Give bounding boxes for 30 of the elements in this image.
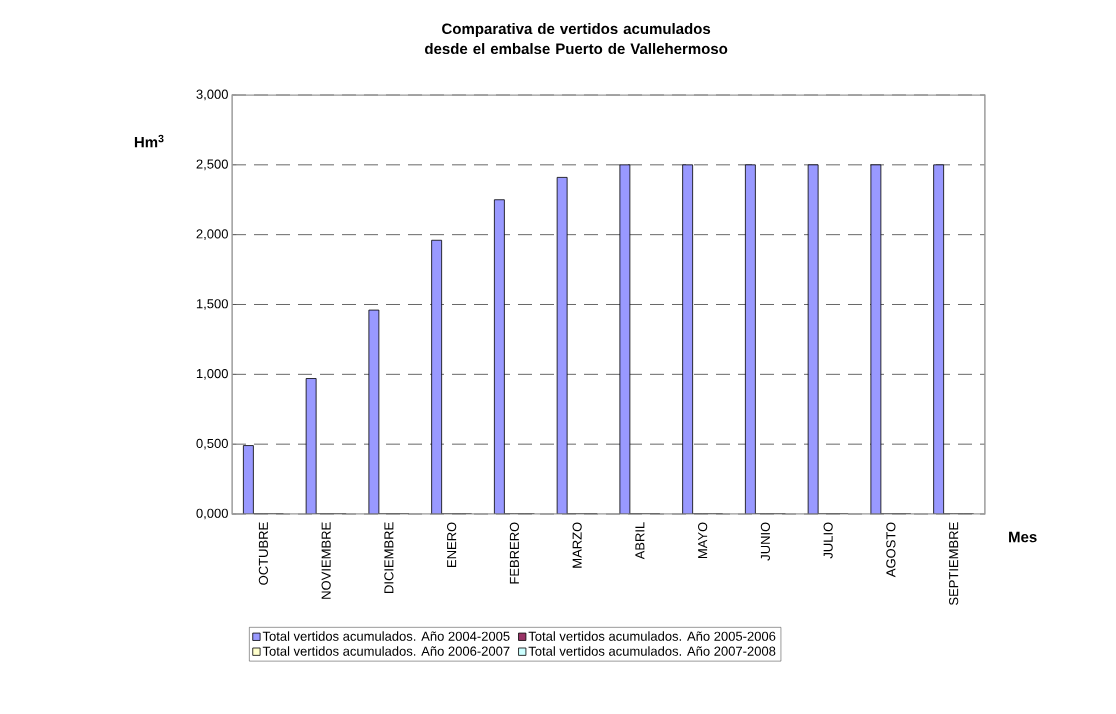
x-tick-label: NOVIEMBRE [321, 522, 331, 599]
x-tick-label: JULIO [823, 522, 833, 559]
x-axis-title: Mes [1009, 531, 1037, 543]
legend-label: Total vertidos acumulados. Año 2006-2007 [262, 646, 510, 656]
y-tick-label: 2,500 [196, 159, 228, 171]
legend-label: Total vertidos acumulados. Año 2007-2008 [528, 646, 776, 656]
y-tick-label: 3,000 [196, 89, 228, 101]
y-tick-label: 0,000 [196, 508, 228, 520]
x-tick-label: ABRIL [635, 522, 645, 560]
x-tick-label: AGOSTO [886, 522, 896, 578]
legend-label: Total vertidos acumulados. Año 2004-2005 [262, 631, 510, 641]
bar [493, 199, 505, 514]
bar [933, 164, 945, 514]
x-tick-label: DICIEMBRE [384, 522, 394, 593]
x-tick-label: FEBRERO [509, 522, 519, 584]
x-tick-label: MARZO [572, 522, 582, 568]
y-axis-title: Hm$^{3}$ [134, 134, 164, 148]
bar [744, 164, 756, 514]
x-tick-label: JUNIO [760, 522, 770, 561]
chart-title: Comparativa de vertidos acumulados desde el embalse Puerto de Vallehermoso [425, 23, 728, 55]
x-tick-label: OCTUBRE [258, 522, 268, 585]
x-tick-label: ENERO [447, 522, 457, 567]
bar [682, 164, 694, 514]
x-tick-label: SEPTIEMBRE [949, 522, 959, 605]
y-tick-label: 0,500 [196, 438, 228, 450]
y-tick-label: 1,000 [196, 368, 228, 380]
y-tick-label: 1,500 [196, 299, 228, 310]
x-tick-label: MAYO [698, 522, 708, 559]
y-tick-label: 2,000 [196, 229, 228, 241]
legend-label: Total vertidos acumulados. Año 2005-2006 [528, 631, 776, 641]
